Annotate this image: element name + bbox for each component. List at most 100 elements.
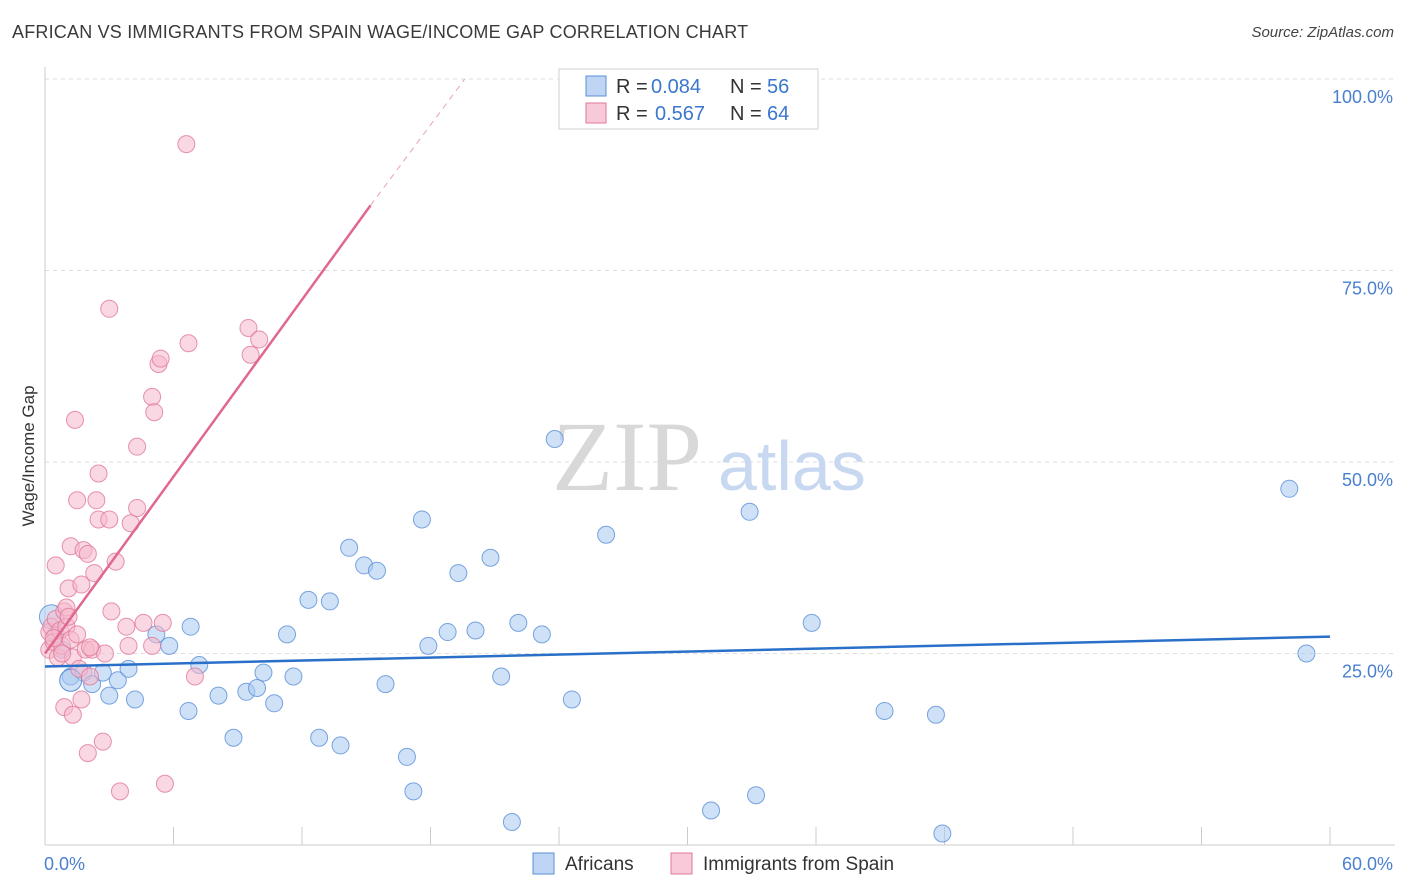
spain-point-20: [68, 491, 87, 510]
africans-point-46: [597, 525, 616, 544]
spain-point-49: [145, 403, 164, 422]
africans-point-50: [802, 613, 821, 632]
spain-point-26: [78, 544, 97, 563]
spain-point-37: [100, 299, 119, 318]
africans-point-47: [702, 801, 721, 820]
africans-point-41: [502, 813, 521, 832]
legend-swatch-africans: [585, 75, 607, 97]
africans-point-42: [509, 613, 528, 632]
africans-point-30: [367, 561, 386, 580]
spain-point-54: [177, 135, 196, 154]
africans-point-32: [397, 747, 416, 766]
spain-point-28: [80, 667, 99, 686]
spain-point-57: [239, 318, 258, 337]
spain-trend-extension: [370, 78, 466, 206]
spain-point-14: [59, 607, 78, 626]
legend-swatch-spain: [585, 102, 607, 124]
africans-point-28: [340, 538, 359, 557]
africans-point-44: [545, 430, 564, 449]
africans-point-23: [284, 667, 303, 686]
spain-point-5: [46, 556, 65, 575]
africans-point-26: [320, 592, 339, 611]
spain-point-63: [80, 638, 99, 657]
africans-point-48: [740, 502, 759, 521]
legend-r-label-africans: R =: [616, 76, 648, 98]
africans-trend-line: [44, 635, 1331, 668]
spain-point-45: [128, 437, 147, 456]
spain-point-62: [68, 625, 87, 644]
legend-r-value-spain: 0.567: [655, 103, 705, 125]
y-axis-title: Wage/Income Gap: [19, 385, 38, 526]
y-tick-label-0: 25.0%: [1342, 662, 1393, 682]
spain-point-47: [143, 636, 162, 655]
africans-point-19: [248, 678, 267, 697]
africans-point-21: [265, 694, 284, 713]
spain-point-51: [151, 349, 170, 368]
spain-point-56: [185, 667, 204, 686]
spain-point-27: [78, 744, 97, 763]
spain-point-48: [143, 387, 162, 406]
legend-n-value-africans: 56: [767, 76, 789, 98]
spain-point-59: [250, 330, 269, 349]
y-tick-label-3: 100.0%: [1332, 87, 1393, 107]
bottom-legend-label-africans: Africans: [565, 854, 634, 875]
spain-point-52: [153, 613, 172, 632]
watermark: ZIP atlas: [552, 401, 866, 512]
spain-point-22: [72, 690, 91, 709]
spain-points: [40, 135, 269, 801]
africans-point-27: [331, 736, 350, 755]
watermark-atlas: atlas: [718, 427, 866, 505]
africans-point-43: [532, 625, 551, 644]
spain-point-35: [95, 644, 114, 663]
africans-point-13: [179, 701, 198, 720]
spain-point-42: [119, 636, 138, 655]
africans-point-34: [412, 510, 431, 529]
spain-point-36: [100, 510, 119, 529]
y-tick-label-2: 75.0%: [1342, 279, 1393, 299]
grid-lines: [45, 78, 1395, 654]
spain-point-39: [106, 552, 125, 571]
spain-point-58: [241, 345, 260, 364]
bottom-legend-label-spain: Immigrants from Spain: [703, 854, 894, 875]
spain-point-46: [134, 613, 153, 632]
spain-point-38: [102, 602, 121, 621]
legend: R = 0.084 N = 56 R = 0.567 N = 64: [558, 68, 819, 130]
bottom-legend: Africans Immigrants from Spain: [532, 852, 894, 875]
spain-point-55: [179, 334, 198, 353]
africans-point-45: [562, 690, 581, 709]
axes: [44, 67, 1395, 846]
legend-r-value-africans: 0.084: [651, 76, 701, 98]
bottom-legend-swatch-spain: [670, 852, 693, 875]
legend-n-value-spain: 64: [767, 103, 789, 125]
africans-point-55: [1297, 644, 1316, 663]
spain-point-34: [93, 732, 112, 751]
africans-point-31: [376, 675, 395, 694]
africans-point-54: [1280, 479, 1299, 498]
africans-point-53: [933, 824, 952, 843]
africans-point-20: [254, 663, 273, 682]
bottom-legend-swatch-africans: [532, 852, 555, 875]
legend-n-label-africans: N =: [730, 76, 762, 98]
africans-point-33: [404, 782, 423, 801]
africans-point-8: [108, 671, 127, 690]
spain-trend-line: [43, 204, 372, 655]
chart-source: Source: ZipAtlas.com: [1251, 24, 1394, 41]
spain-point-23: [72, 575, 91, 594]
africans-point-35: [419, 636, 438, 655]
tick-labels: 25.0% 50.0% 75.0% 100.0% 0.0% 60.0%: [44, 87, 1393, 874]
africans-point-22: [278, 625, 297, 644]
x-tick-label-0: 0.0%: [44, 854, 85, 874]
africans-point-16: [209, 686, 228, 705]
africans-point-7: [100, 686, 119, 705]
spain-point-31: [87, 491, 106, 510]
africans-point-10: [125, 690, 144, 709]
africans-point-9: [119, 659, 138, 678]
legend-n-label-spain: N =: [730, 103, 762, 125]
africans-point-24: [299, 590, 318, 609]
spain-point-19: [65, 410, 84, 429]
spain-point-44: [128, 498, 147, 517]
africans-point-52: [926, 705, 945, 724]
spain-point-53: [155, 774, 174, 793]
africans-point-25: [310, 728, 329, 747]
